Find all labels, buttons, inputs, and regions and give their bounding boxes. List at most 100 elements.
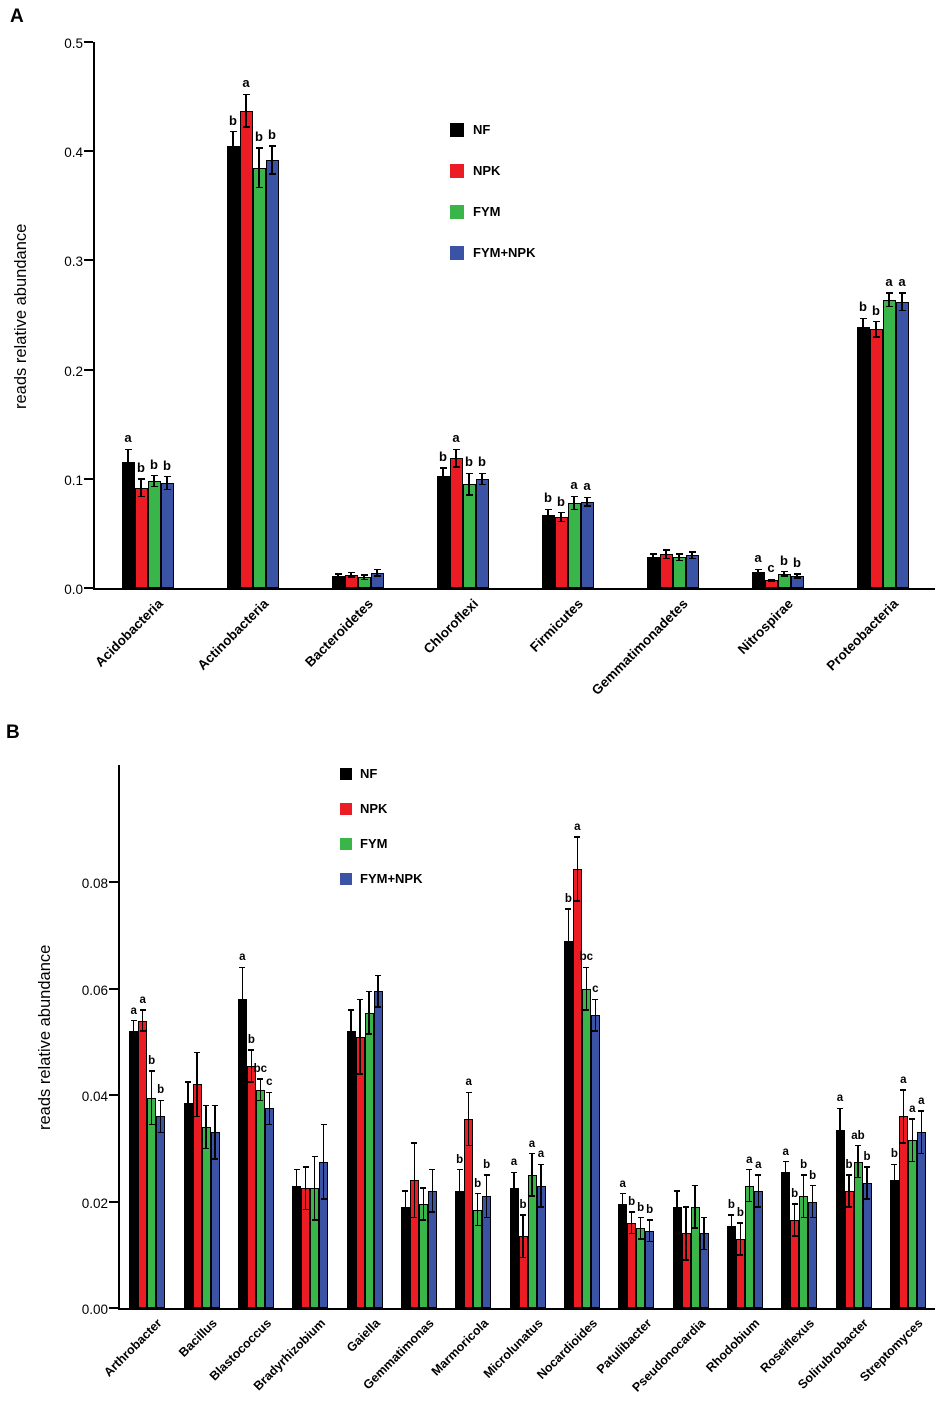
error-bar-cap (728, 1214, 735, 1216)
error-bar-cap (683, 1259, 689, 1261)
bar-bacillus-npk (192, 1084, 202, 1308)
error-bar (196, 1052, 198, 1117)
error-bar (258, 147, 260, 188)
significance-letter: c (266, 1076, 273, 1089)
y-axis-tick-label: 0.00 (81, 1302, 108, 1317)
error-bar-cap (302, 1208, 309, 1211)
significance-letter: a (898, 274, 906, 290)
error-bar-cap (583, 1009, 590, 1011)
legend-item-nf: NF (340, 766, 422, 781)
error-bar-cap (242, 93, 250, 96)
significance-letter: a (909, 1103, 916, 1116)
error-bar-cap (334, 577, 342, 579)
bar-gaiella-npk (355, 1036, 365, 1308)
legend-swatch-fym-npk (340, 872, 352, 885)
bar-firmicutes-nf (541, 514, 555, 588)
y-axis-tick (84, 477, 93, 480)
error-bar-cap (150, 485, 158, 488)
legend-label: FYM (473, 204, 501, 219)
x-category-label-arthrobacter: Arthrobacter (101, 1316, 166, 1380)
x-category-label-acidobacteria: Acidobacteria (92, 596, 167, 670)
error-bar-cap (885, 305, 893, 308)
error-bar-cap (737, 1254, 744, 1256)
significance-letter: b (727, 1198, 735, 1211)
significance-letter: bc (579, 951, 594, 964)
error-bar-cap (212, 1158, 218, 1160)
error-bar-cap (520, 1214, 526, 1216)
error-bar-cap (268, 173, 276, 175)
error-bar-cap (674, 1190, 680, 1192)
y-axis-tick-label: 0.04 (81, 1089, 108, 1105)
error-bar-cap (474, 1224, 481, 1227)
significance-letter: a (918, 1095, 925, 1108)
error-bar (350, 1009, 352, 1053)
error-bar (665, 549, 667, 559)
error-bar (694, 1185, 696, 1229)
error-bar-cap (872, 320, 880, 323)
error-bar-cap (348, 1009, 354, 1011)
error-bar (458, 1169, 461, 1213)
error-bar (585, 967, 588, 1010)
error-bar (793, 1204, 796, 1237)
error-bar (730, 1214, 733, 1237)
error-bar-cap (898, 292, 906, 294)
bar-bacillus-nf (183, 1103, 193, 1308)
significance-letter: a (452, 430, 460, 446)
significance-letter: a (124, 430, 132, 446)
error-bar-cap (465, 1144, 472, 1147)
x-category-label-firmicutes: Firmicutes (527, 596, 587, 655)
error-bar (703, 1217, 705, 1250)
bar-gemmatimonadetes-fym-npk (685, 555, 699, 588)
error-bar (404, 1190, 407, 1223)
panel-a-label: A (10, 6, 24, 27)
significance-letter: b (564, 892, 572, 905)
bar-rhodobium-fym (744, 1185, 754, 1308)
error-bar (676, 1190, 678, 1223)
legend-swatch-nf (450, 122, 464, 137)
error-bar (796, 573, 798, 579)
legend-item-fym: FYM (450, 204, 535, 219)
error-bar-cap (538, 1163, 544, 1166)
error-bar (739, 1222, 742, 1255)
error-bar-cap (767, 580, 775, 583)
bar-patulibacter-fym-npk (645, 1230, 655, 1308)
significance-letter: b (890, 1148, 898, 1161)
panel-b-y-axis-title: reads relative abundance (36, 944, 54, 1131)
error-bar-cap (348, 1051, 354, 1054)
error-bar-cap (478, 472, 486, 475)
error-bar-cap (150, 474, 158, 477)
error-bar-cap (465, 494, 473, 496)
legend-swatch-fym-npk (450, 245, 464, 260)
y-axis-tick-label: 0.1 (64, 472, 83, 488)
error-bar-cap (755, 1174, 762, 1176)
significance-letter: b (793, 554, 801, 570)
legend-swatch-fym (340, 837, 352, 850)
error-bar-cap (157, 1131, 164, 1134)
error-bar-cap (257, 1099, 264, 1102)
error-bar-cap (373, 568, 381, 571)
significance-letter: b (163, 457, 171, 473)
bar-chloroflexi-nf (436, 475, 450, 588)
error-bar-cap (855, 1144, 861, 1147)
error-bar-cap (793, 573, 801, 575)
bar-patulibacter-fym (636, 1228, 646, 1308)
error-bar-cap (755, 1206, 762, 1208)
error-bar-cap (662, 557, 670, 560)
error-bar-cap (662, 549, 670, 551)
error-bar-cap (311, 1219, 318, 1221)
error-bar-cap (649, 553, 657, 555)
error-bar-cap (674, 1222, 680, 1224)
bar-patulibacter-nf (618, 1204, 628, 1308)
x-category-label-nitrospirae: Nitrospirae (735, 596, 797, 658)
error-bar-cap (239, 966, 246, 969)
error-bar-cap (592, 1030, 599, 1032)
error-bar-cap (649, 559, 657, 562)
error-bar-cap (872, 336, 880, 338)
error-bar-cap (570, 508, 578, 511)
error-bar (639, 1217, 642, 1239)
legend-item-fym-npk: FYM+NPK (340, 871, 422, 886)
bar-gaiella-fym-npk (373, 991, 383, 1308)
significance-letter: a (885, 274, 893, 290)
x-category-label-actinobacteria: Actinobacteria (194, 596, 272, 673)
significance-letter: b (255, 128, 263, 144)
